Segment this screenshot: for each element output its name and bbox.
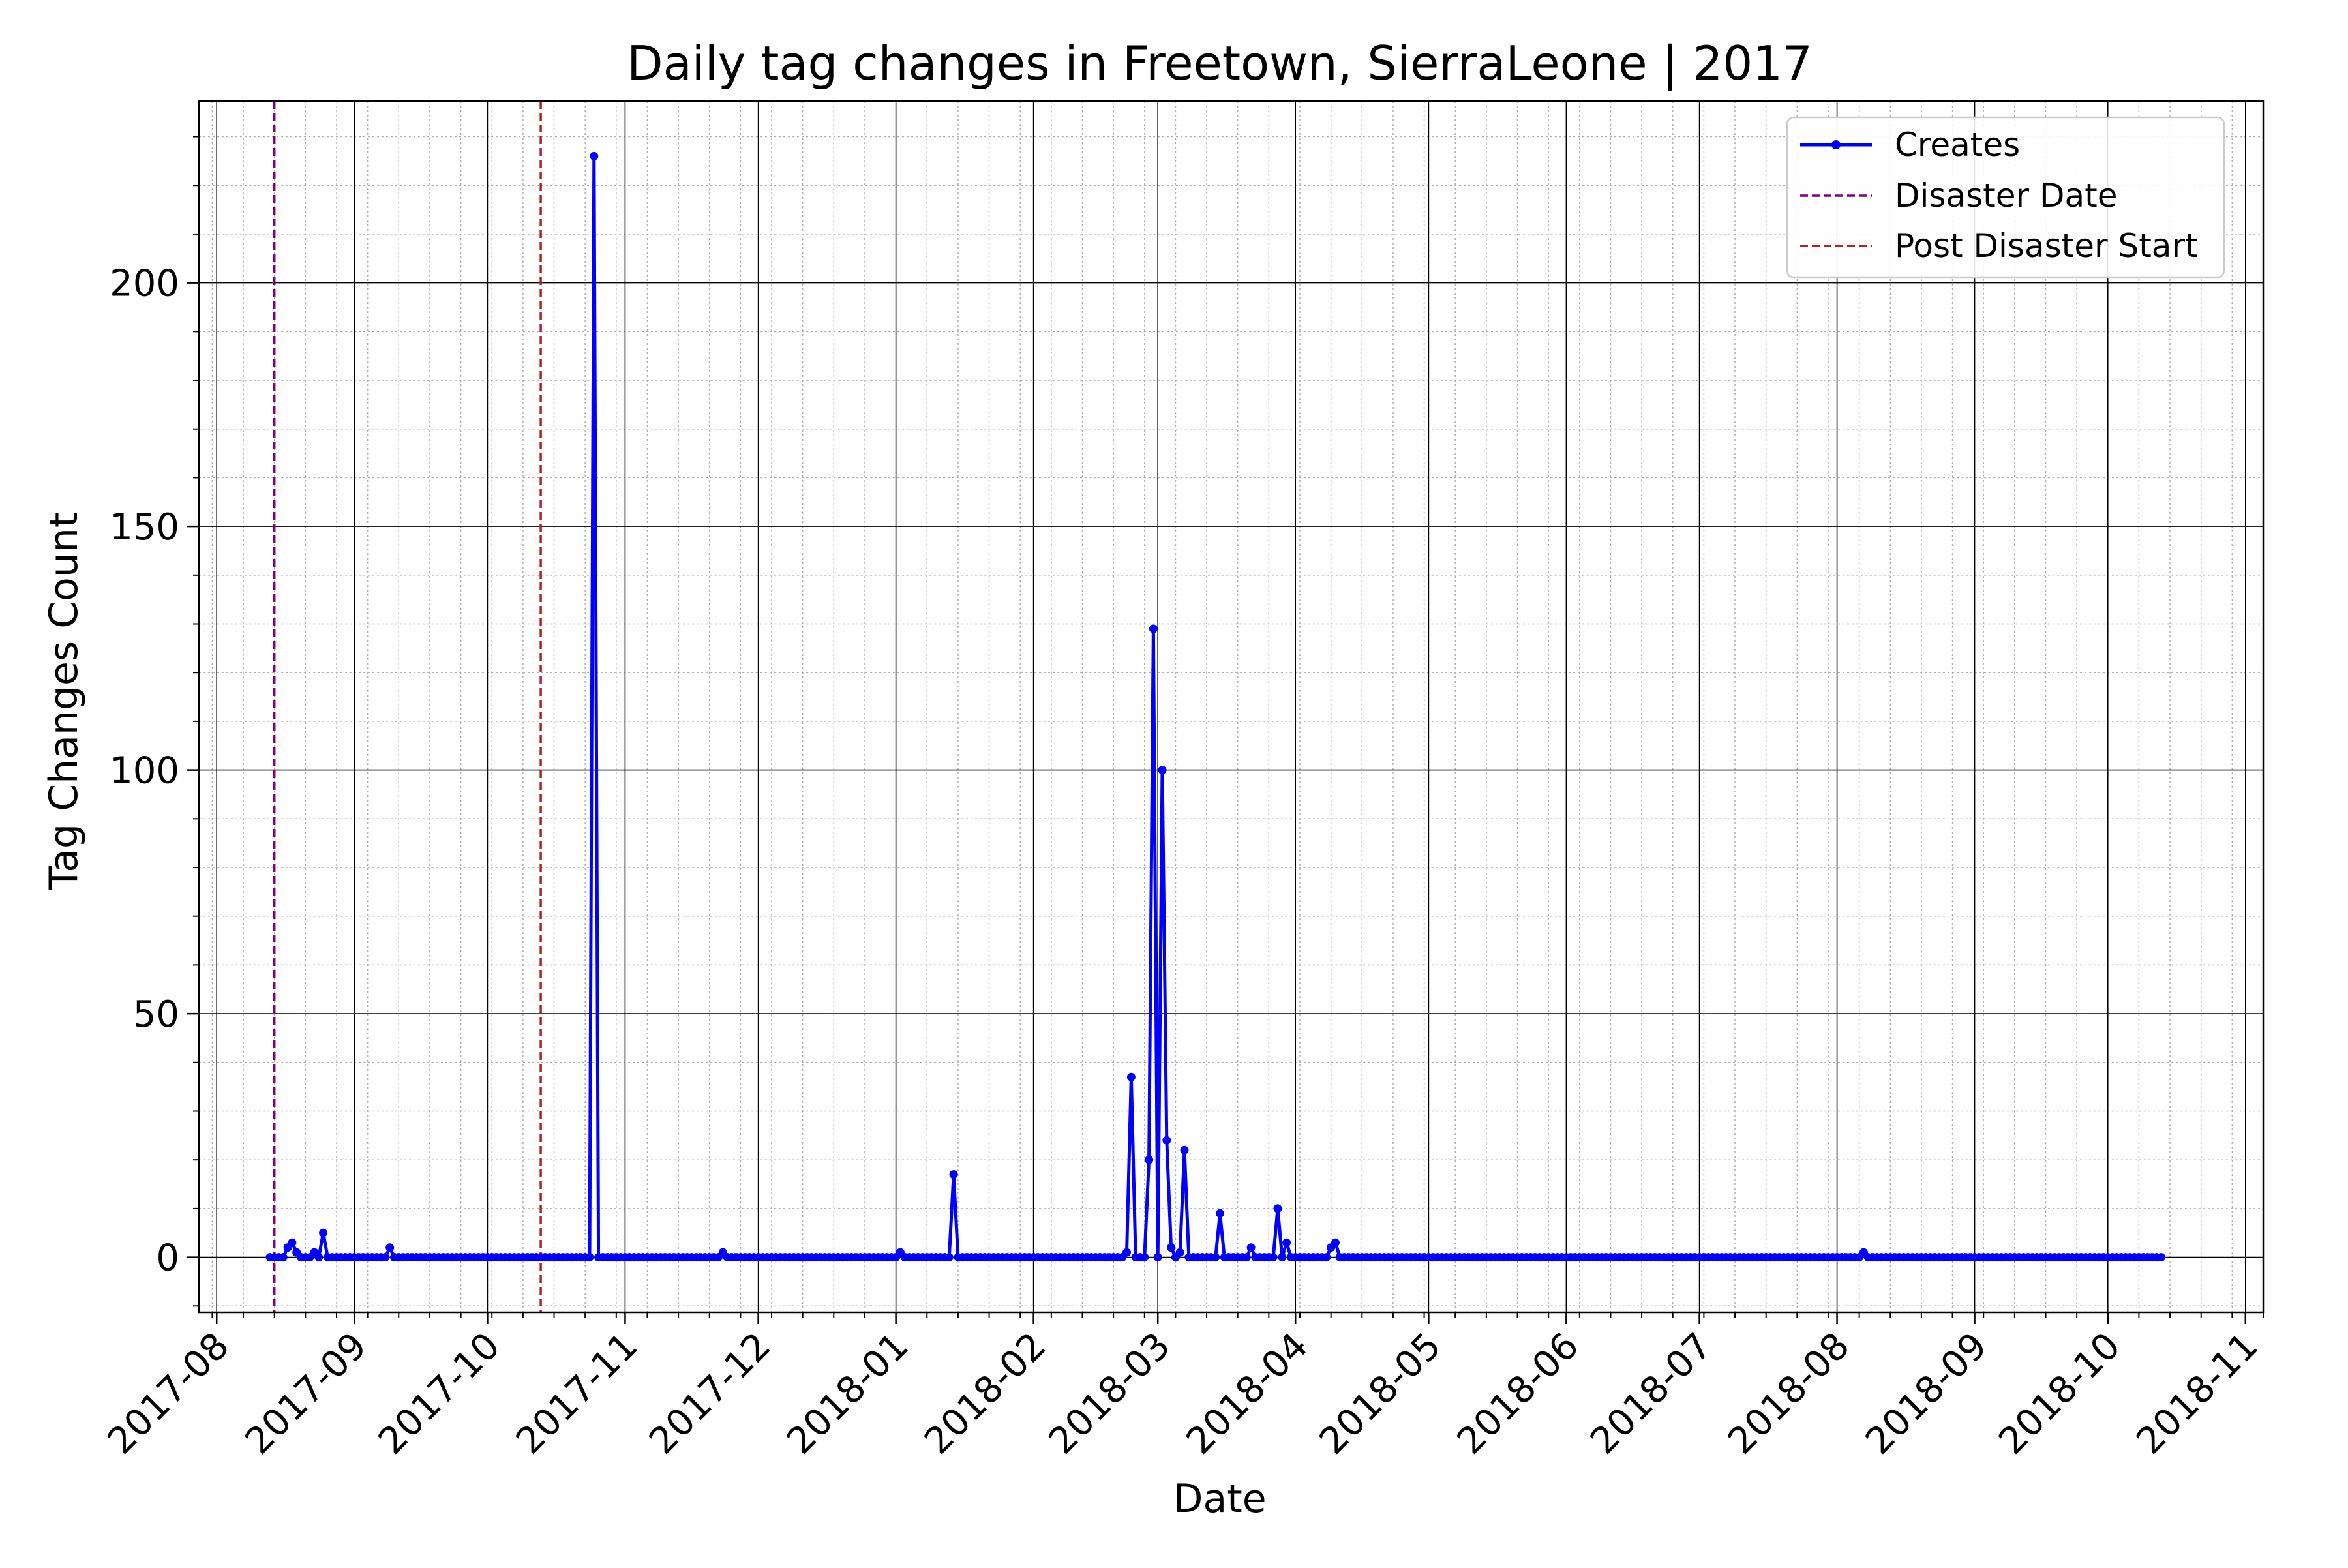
legend-marker-creates — [1831, 140, 1841, 149]
data-point — [1140, 1253, 1149, 1262]
legend-label-disaster-date: Disaster Date — [1895, 177, 2117, 215]
data-point — [278, 1253, 288, 1262]
y-axis: 0 50 100 150 200 — [110, 136, 199, 1307]
data-point — [1246, 1243, 1256, 1252]
legend-label-post-disaster-start: Post Disaster Start — [1895, 227, 2198, 265]
data-point — [1278, 1253, 1287, 1262]
data-point — [1282, 1238, 1291, 1247]
data-point — [319, 1228, 328, 1237]
legend-entry-creates: Creates — [1800, 126, 2020, 164]
y-tick-label: 50 — [133, 993, 179, 1036]
data-point — [1167, 1243, 1176, 1252]
series-layer — [265, 151, 2165, 1262]
data-point — [385, 1243, 395, 1252]
data-point — [288, 1238, 297, 1247]
data-point — [1162, 1136, 1171, 1145]
data-point — [1122, 1248, 1131, 1257]
data-point — [1145, 1155, 1154, 1164]
y-tick-label: 150 — [110, 506, 179, 549]
y-tick-label: 0 — [156, 1237, 179, 1280]
data-point — [1216, 1209, 1224, 1218]
y-axis-label: Tag Changes Count — [41, 513, 87, 891]
data-point — [1331, 1238, 1340, 1247]
data-point — [1322, 1253, 1331, 1262]
y-tick-label: 200 — [110, 263, 179, 305]
data-point — [381, 1253, 390, 1262]
data-point — [1175, 1248, 1184, 1257]
data-point — [314, 1253, 324, 1262]
minor-grid — [199, 101, 2264, 1312]
legend-box — [1786, 116, 2225, 279]
data-point — [1242, 1253, 1251, 1262]
legend-label-creates: Creates — [1895, 126, 2020, 164]
data-point — [1149, 624, 1158, 633]
data-point — [2157, 1253, 2165, 1262]
data-point — [944, 1253, 954, 1262]
data-point — [1153, 1253, 1162, 1262]
legend: Creates Disaster Date Post Disaster Star… — [1786, 116, 2225, 279]
data-point — [1126, 1072, 1136, 1081]
data-point — [1180, 1145, 1189, 1154]
plot-frame — [198, 100, 2265, 1314]
data-point — [585, 1253, 594, 1262]
data-point — [1269, 1253, 1278, 1262]
legend-entry-post-disaster-start: Post Disaster Start — [1800, 227, 2198, 265]
x-axis-label: Date — [1173, 1476, 1266, 1522]
data-point — [1273, 1204, 1282, 1213]
data-point — [1211, 1253, 1220, 1262]
data-point — [949, 1170, 958, 1179]
legend-entry-disaster-date: Disaster Date — [1800, 177, 2117, 215]
data-point — [590, 151, 599, 160]
chart-title: Daily tag changes in Freetown, SierraLeo… — [627, 36, 1813, 91]
y-tick-label: 100 — [110, 750, 179, 792]
reference-lines — [273, 101, 542, 1312]
data-point — [1158, 766, 1167, 775]
